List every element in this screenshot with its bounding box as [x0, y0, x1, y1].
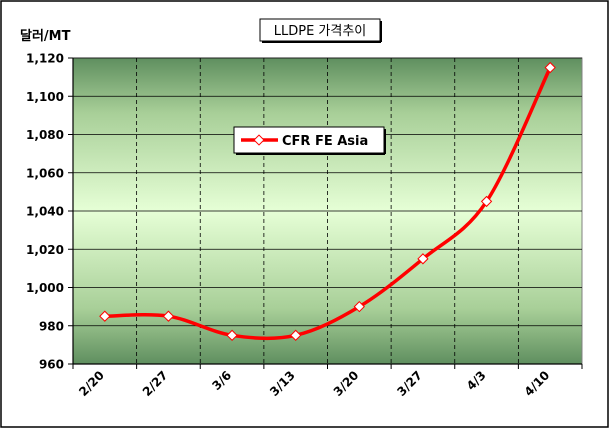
y-tick-label: 980	[39, 319, 64, 333]
legend-label: CFR FE Asia	[282, 134, 368, 149]
y-tick-label: 1,060	[26, 166, 64, 180]
y-tick-label: 1,020	[26, 243, 64, 257]
data-point-marker	[417, 253, 429, 265]
y-tick-label: 1,080	[26, 128, 64, 142]
y-axis-label: 달러/MT	[20, 28, 71, 44]
chart-title: LLDPE 가격추이	[274, 24, 367, 39]
y-tick-label: 1,000	[26, 281, 64, 295]
y-tick-label: 1,100	[26, 90, 64, 104]
data-point-marker	[99, 310, 111, 322]
grid-lines	[73, 57, 582, 365]
y-tick-label: 960	[39, 358, 64, 372]
y-axis: 960 980 1,000 1,020 1,040 1,060 1,080 1,100 1,12…	[26, 52, 74, 372]
y-tick-label: 1,040	[26, 205, 64, 219]
legend: CFR FE Asia	[233, 126, 386, 155]
data-point-marker	[162, 310, 175, 322]
data-point-marker	[544, 61, 556, 74]
data-point-marker	[480, 195, 493, 208]
series-layer	[99, 61, 556, 341]
data-point-marker	[353, 300, 365, 313]
data-point-marker	[226, 329, 238, 341]
data-point-marker	[290, 329, 302, 341]
legend-marker-swatch	[253, 134, 265, 146]
y-tick-label: 1,120	[26, 52, 64, 66]
